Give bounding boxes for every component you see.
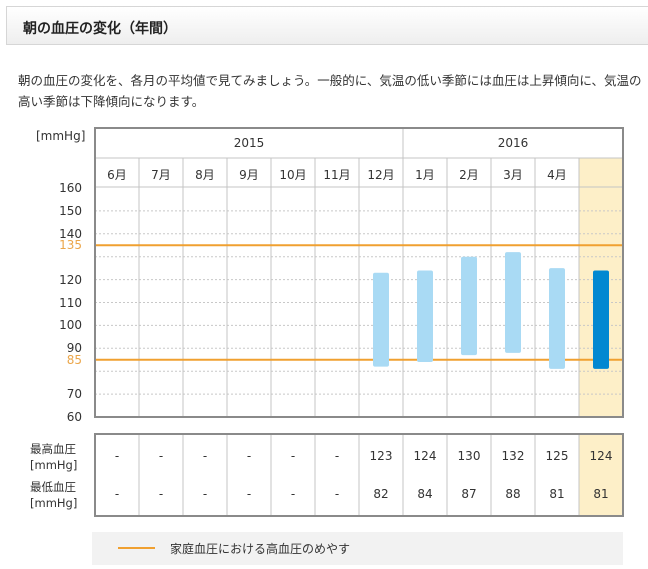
table-cell: - bbox=[158, 449, 164, 463]
table-cell: 81 bbox=[593, 487, 609, 501]
bar-4月 bbox=[549, 268, 565, 369]
table-cell: 81 bbox=[549, 487, 565, 501]
y-tick-label: 140 bbox=[59, 226, 82, 241]
row-label-name: 最低血圧 bbox=[30, 480, 76, 494]
table-cell: 82 bbox=[373, 487, 389, 501]
month-label: 7月 bbox=[151, 168, 171, 182]
chart-frame bbox=[94, 127, 624, 418]
month-label: 3月 bbox=[503, 168, 523, 182]
table-cell: - bbox=[246, 449, 252, 463]
y-tick-label: 110 bbox=[59, 295, 82, 310]
year-label: 2015 bbox=[233, 136, 265, 150]
table-cell: 124 bbox=[589, 449, 613, 463]
row-label-unit: [mmHg] bbox=[30, 458, 78, 472]
table-cell: 124 bbox=[413, 449, 437, 463]
month-label: 1月 bbox=[415, 168, 435, 182]
table-cell: 84 bbox=[417, 487, 433, 501]
legend: 家庭血圧における高血圧のめやす bbox=[92, 532, 623, 565]
y-tick-label: 100 bbox=[59, 318, 82, 333]
table-cell: 88 bbox=[505, 487, 521, 501]
month-label: 4月 bbox=[547, 168, 567, 182]
table-cell: - bbox=[334, 487, 340, 501]
bar-2月 bbox=[461, 256, 477, 356]
table-cell: - bbox=[158, 487, 164, 501]
row-label-name: 最高血圧 bbox=[30, 442, 76, 456]
y-tick-label: 90 bbox=[66, 341, 82, 356]
table-cell: - bbox=[334, 449, 340, 463]
month-label: 9月 bbox=[239, 168, 259, 182]
table-cell: - bbox=[114, 487, 120, 501]
table-cell: 125 bbox=[545, 449, 569, 463]
table-cell: - bbox=[114, 449, 120, 463]
table-row-label: 最低血圧 [mmHg] bbox=[30, 479, 90, 511]
month-label: 2月 bbox=[459, 168, 479, 182]
table-cell: 123 bbox=[369, 449, 393, 463]
month-label: 11月 bbox=[323, 168, 351, 182]
bar-5月 bbox=[593, 270, 609, 369]
month-label: 6月 bbox=[107, 168, 127, 182]
y-tick-label: 120 bbox=[59, 272, 82, 287]
legend-reference-line-swatch bbox=[118, 547, 155, 549]
year-label: 2016 bbox=[497, 136, 529, 150]
table-cell: 87 bbox=[461, 487, 477, 501]
y-tick-label: 85 bbox=[66, 352, 82, 367]
page-title: 朝の血圧の変化（年間） bbox=[23, 21, 177, 37]
y-tick-label: 160 bbox=[59, 181, 82, 195]
bar-1月 bbox=[417, 270, 433, 363]
y-axis-unit-label: [mmHg] bbox=[36, 129, 86, 143]
y-tick-label: 70 bbox=[66, 387, 82, 402]
highlight-table-bg bbox=[579, 434, 623, 516]
y-tick-label: 60 bbox=[66, 410, 82, 424]
table-cell: 132 bbox=[501, 449, 525, 463]
table-cell: - bbox=[202, 487, 208, 501]
table-cell: - bbox=[202, 449, 208, 463]
section-header: 朝の血圧の変化（年間） bbox=[6, 6, 648, 45]
month-label: 10月 bbox=[279, 168, 307, 182]
table-cell: - bbox=[246, 487, 252, 501]
table-row-label: 最高血圧 [mmHg] bbox=[30, 441, 90, 473]
month-label: 8月 bbox=[195, 168, 215, 182]
legend-label: 家庭血圧における高血圧のめやす bbox=[170, 542, 351, 556]
month-label: 12月 bbox=[367, 168, 395, 182]
row-label-unit: [mmHg] bbox=[30, 496, 78, 510]
table-frame bbox=[94, 433, 624, 517]
intro-text: 朝の血圧の変化を、各月の平均値で見てみましょう。一般的に、気温の低い季節には血圧… bbox=[18, 73, 642, 109]
bar-3月 bbox=[505, 252, 521, 353]
y-tick-label: 150 bbox=[59, 203, 82, 218]
y-tick-label: 135 bbox=[59, 238, 82, 253]
bar-12月 bbox=[373, 272, 389, 367]
table-cell: - bbox=[290, 487, 296, 501]
table-cell: 130 bbox=[457, 449, 481, 463]
table-cell: - bbox=[290, 449, 296, 463]
